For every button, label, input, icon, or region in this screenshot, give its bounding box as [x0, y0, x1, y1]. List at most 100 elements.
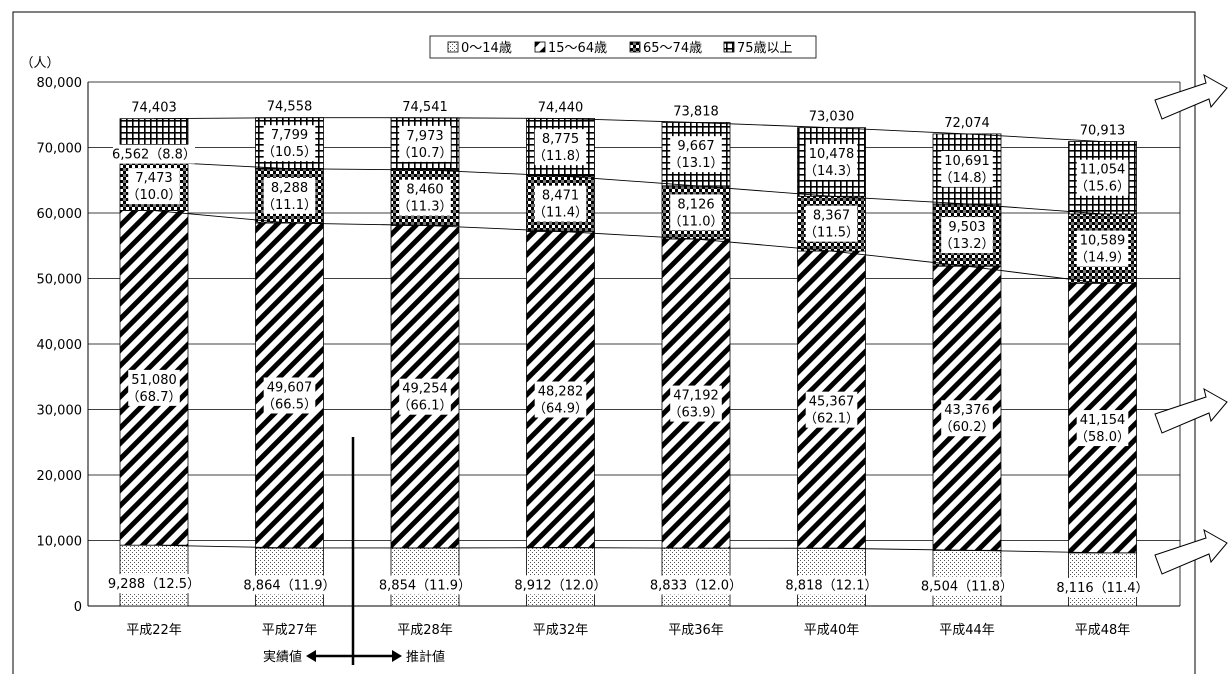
series-0-label: 8,116（11.4）	[1056, 577, 1149, 597]
connector-line	[966, 133, 1103, 142]
label-background	[805, 205, 858, 242]
label-background	[128, 369, 180, 406]
connector-line	[153, 544, 290, 549]
series-3-label: 9,667 （13.1）	[669, 136, 723, 173]
total-label: 74,558	[267, 100, 313, 115]
value-label: 8,818（12.1）	[785, 579, 877, 594]
value-label: 8,126	[677, 197, 714, 212]
value-label: （15.6）	[1075, 180, 1130, 195]
label-background	[534, 185, 587, 222]
y-unit-label: （人）	[20, 56, 59, 71]
total-label: 70,913	[1080, 124, 1126, 139]
series-1-label: 47,192 （63.9）	[669, 385, 724, 422]
connector-line	[560, 547, 697, 549]
connector-line	[966, 203, 1103, 215]
value-label: 9,503	[948, 220, 985, 235]
legend-label: 0～14歳	[461, 41, 512, 56]
legend-swatch	[447, 41, 459, 53]
label-background	[515, 575, 606, 595]
total-label: 74,541	[402, 100, 448, 115]
label-background	[805, 143, 858, 180]
series-1-label: 49,254 （66.1）	[398, 378, 453, 415]
connector-line	[831, 547, 968, 551]
connector-line	[153, 210, 290, 224]
trend-arrow-icon	[1154, 73, 1228, 120]
value-label: （11.1）	[262, 198, 317, 213]
label-background	[244, 575, 335, 595]
y-tick-label: 60,000	[37, 207, 83, 222]
x-tick-label: 平成44年	[939, 623, 995, 638]
legend-item: 75歳以上	[723, 41, 793, 56]
y-tick-label: 0	[74, 600, 82, 615]
value-label: （13.2）	[940, 237, 995, 252]
value-label: 8,504（11.8）	[921, 580, 1013, 595]
label-background	[1076, 230, 1129, 267]
value-label: 48,282	[538, 385, 584, 400]
series-3-label: 8,775 （11.8）	[533, 129, 588, 166]
series-1-label: 43,376 （60.2）	[940, 400, 994, 437]
connector-line	[831, 195, 968, 205]
series-2-label: 8,367 （11.5）	[804, 205, 859, 242]
x-tick-label: 平成32年	[533, 623, 589, 638]
connector-line	[560, 175, 697, 187]
label-background	[1076, 410, 1129, 447]
label-background	[941, 400, 993, 437]
trend-arrow-icon	[1154, 387, 1228, 434]
legend-item: 15～64歳	[534, 41, 607, 56]
value-label: 11,054	[1080, 163, 1126, 178]
series-0-label: 8,854（11.9）	[379, 575, 471, 595]
label-background	[128, 168, 180, 205]
gridlines	[88, 81, 1180, 541]
label-background	[670, 136, 722, 173]
value-label: （64.9）	[533, 402, 588, 417]
label-background	[109, 574, 199, 594]
connector-line	[695, 122, 832, 129]
value-label: （14.3）	[804, 164, 859, 179]
legend-item: 0～14歳	[447, 41, 512, 56]
label-background	[534, 381, 587, 418]
value-label: （63.9）	[669, 406, 724, 421]
y-tick-label: 50,000	[37, 273, 83, 288]
value-label: 8,864（11.9）	[243, 578, 335, 593]
legend-swatch	[534, 41, 546, 53]
series-2-label: 8,126 （11.0）	[669, 194, 723, 231]
label-background	[263, 177, 316, 214]
value-label: （66.1）	[398, 399, 453, 414]
value-label: 10,691	[944, 154, 990, 169]
value-label: 45,367	[809, 395, 855, 410]
connector-lines	[153, 117, 1103, 554]
total-label: 73,030	[809, 110, 855, 125]
total-label: 74,403	[131, 101, 177, 116]
value-label: 8,367	[813, 209, 850, 224]
label-background	[670, 385, 722, 422]
series-0-label: 8,818（12.1）	[785, 575, 878, 595]
connector-line	[831, 250, 968, 267]
value-label: （11.3）	[398, 200, 453, 215]
series-3-label: 7,973 （10.7）	[398, 125, 452, 162]
value-label: 8,288	[271, 181, 308, 196]
label-background	[651, 575, 741, 595]
label-background	[941, 217, 993, 254]
total-label: 74,440	[538, 100, 584, 115]
connector-line	[966, 549, 1103, 554]
legend-box	[429, 35, 817, 59]
value-label: 6,562（8.8）	[112, 148, 196, 163]
connector-line	[289, 222, 426, 226]
value-label: （10.5）	[262, 145, 317, 160]
label-background	[1076, 159, 1129, 196]
series-2-label: 8,471 （11.4）	[533, 185, 588, 222]
value-label: 41,154	[1080, 413, 1126, 428]
x-tick-label: 平成48年	[1075, 623, 1131, 638]
value-label: （68.7）	[127, 390, 182, 405]
y-tick-label: 80,000	[37, 76, 83, 91]
value-label: 8,833（12.0）	[650, 579, 742, 594]
series-0-label: 8,833（12.0）	[650, 575, 742, 595]
series-3-label: 6,562（8.8）	[112, 144, 196, 164]
value-label: 47,192	[673, 389, 719, 404]
value-label: （62.1）	[804, 412, 859, 427]
series-0-label: 8,504（11.8）	[921, 576, 1013, 596]
x-tick-label: 平成22年	[126, 623, 182, 638]
connector-line	[289, 168, 426, 171]
y-tick-label: 40,000	[37, 338, 83, 353]
value-label: 8,116（11.4）	[1056, 581, 1148, 596]
